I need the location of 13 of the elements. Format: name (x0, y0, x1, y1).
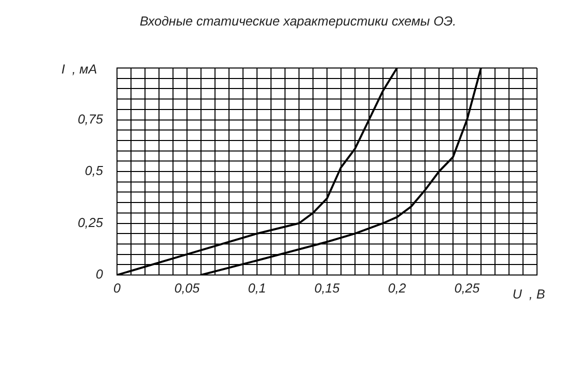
x-tick-label: 0,25 (454, 280, 480, 296)
x-tick-label: 0,2 (388, 280, 407, 296)
x-tick-label: 0 (113, 280, 122, 296)
x-axis-title: U , B (512, 286, 546, 302)
x-tick-label: 0,15 (314, 280, 340, 296)
y-tick-label: 0,25 (78, 214, 104, 230)
y-tick-label: 0,75 (78, 111, 104, 126)
y-tick-label: 0 (96, 266, 104, 282)
y-tick-label: 0,5 (84, 163, 104, 178)
chart-title: Входные статические характеристики схемы ОЭ. (140, 14, 456, 29)
y-axis-title: I , мА (61, 62, 97, 77)
x-tick-label: 0,1 (248, 280, 266, 296)
x-tick-label: 0,05 (174, 280, 200, 296)
